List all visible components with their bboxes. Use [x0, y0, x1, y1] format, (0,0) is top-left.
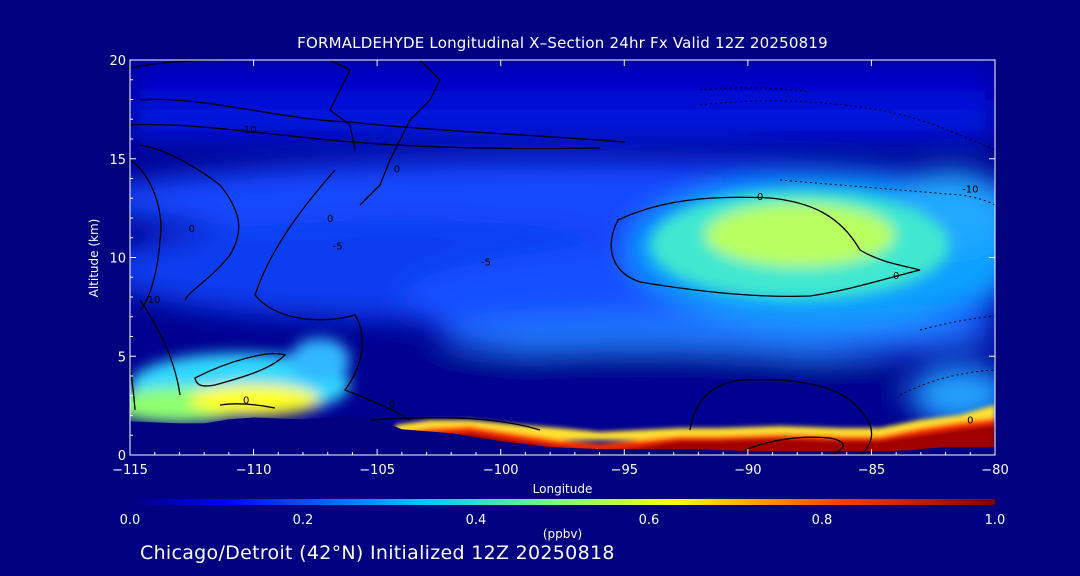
colorbar-tick-label: 0.0	[120, 513, 141, 528]
contour-labels: -10 0 0 0 -10 0 0 0 0 -10 0 -5 -5	[144, 125, 978, 426]
y-tick-label: 0	[118, 449, 126, 464]
contour-label: 0	[967, 415, 973, 426]
contour-line	[139, 144, 240, 301]
y-tick-label: 10	[109, 252, 126, 267]
colorbar-ticks: 0.0 0.2 0.4 0.6 0.8 1.0	[120, 513, 1006, 528]
colorbar-tick-label: 0.8	[812, 513, 833, 528]
x-tick-label: −80	[981, 463, 1008, 478]
run-info-footer: Chicago/Detroit (42°N) Initialized 12Z 2…	[140, 542, 615, 564]
x-tick-label: −85	[858, 463, 885, 478]
contour-lines	[130, 60, 921, 455]
y-tick-label: 5	[118, 350, 126, 365]
x-tick-label: −115	[112, 463, 148, 478]
contour-line	[130, 159, 162, 311]
contour-label: -10	[144, 295, 160, 306]
contour-label: -10	[240, 125, 256, 136]
contour-line	[130, 364, 136, 411]
colorbar-tick-label: 0.6	[639, 513, 660, 528]
contour-line	[689, 379, 873, 455]
contour-label: 0	[893, 271, 899, 282]
contour-label: 0	[757, 192, 763, 203]
y-tick-label: 20	[109, 54, 126, 69]
x-tick-label: −95	[611, 463, 638, 478]
contour-label: 0	[189, 224, 195, 235]
dashed-contours	[699, 87, 995, 396]
chart-title: FORMALDEHYDE Longitudinal X–Section 24hr…	[297, 34, 828, 52]
contour-line	[139, 299, 181, 396]
contour-label: 0	[389, 400, 395, 411]
x-tick-label: −105	[359, 463, 395, 478]
contour-line	[329, 60, 356, 151]
x-axis-label: Longitude	[532, 482, 593, 496]
colorbar-units-label: (ppbv)	[542, 527, 583, 541]
contour-label: 0	[243, 396, 249, 407]
dashed-contour-line	[699, 100, 995, 151]
contour-line	[130, 123, 601, 150]
x-axis: −115 −110 −105 −100 −95 −90 −85 −80	[112, 60, 1009, 478]
colorbar-tick-label: 1.0	[985, 513, 1006, 528]
y-axis-label: Altitude (km)	[87, 218, 101, 298]
contour-line	[194, 353, 287, 387]
colorbar-gradient	[130, 499, 995, 505]
contour-line	[139, 98, 626, 143]
contour-label: -10	[962, 184, 978, 195]
contour-line	[744, 436, 844, 455]
colorbar-tick-label: 0.4	[466, 513, 487, 528]
y-tick-label: 15	[109, 153, 126, 168]
contour-label: 0	[394, 165, 400, 176]
plot-area: -10 0 0 0 -10 0 0 0 0 -10 0 -5 -5 −115 −110 −105 −100 −9…	[109, 54, 1009, 478]
colorbar-tick-label: 0.2	[293, 513, 314, 528]
x-tick-label: −100	[483, 463, 519, 478]
x-tick-label: −90	[734, 463, 761, 478]
contour-line	[359, 60, 441, 206]
contour-label: 0	[327, 214, 333, 225]
dashed-contour-line	[699, 87, 811, 93]
contour-line	[254, 169, 411, 421]
y-axis: 0 5 10 15 20	[109, 54, 995, 464]
contour-line	[610, 196, 921, 298]
contour-label: -5	[333, 242, 343, 253]
colorbar: 0.0 0.2 0.4 0.6 0.8 1.0	[120, 499, 1006, 528]
dashed-contour-line	[919, 315, 995, 331]
contour-label: -5	[481, 257, 491, 268]
x-tick-label: −110	[236, 463, 272, 478]
contour-line	[219, 403, 276, 409]
concentration-field	[130, 60, 995, 455]
contour-line	[369, 417, 541, 431]
terrain-mask	[130, 415, 995, 455]
